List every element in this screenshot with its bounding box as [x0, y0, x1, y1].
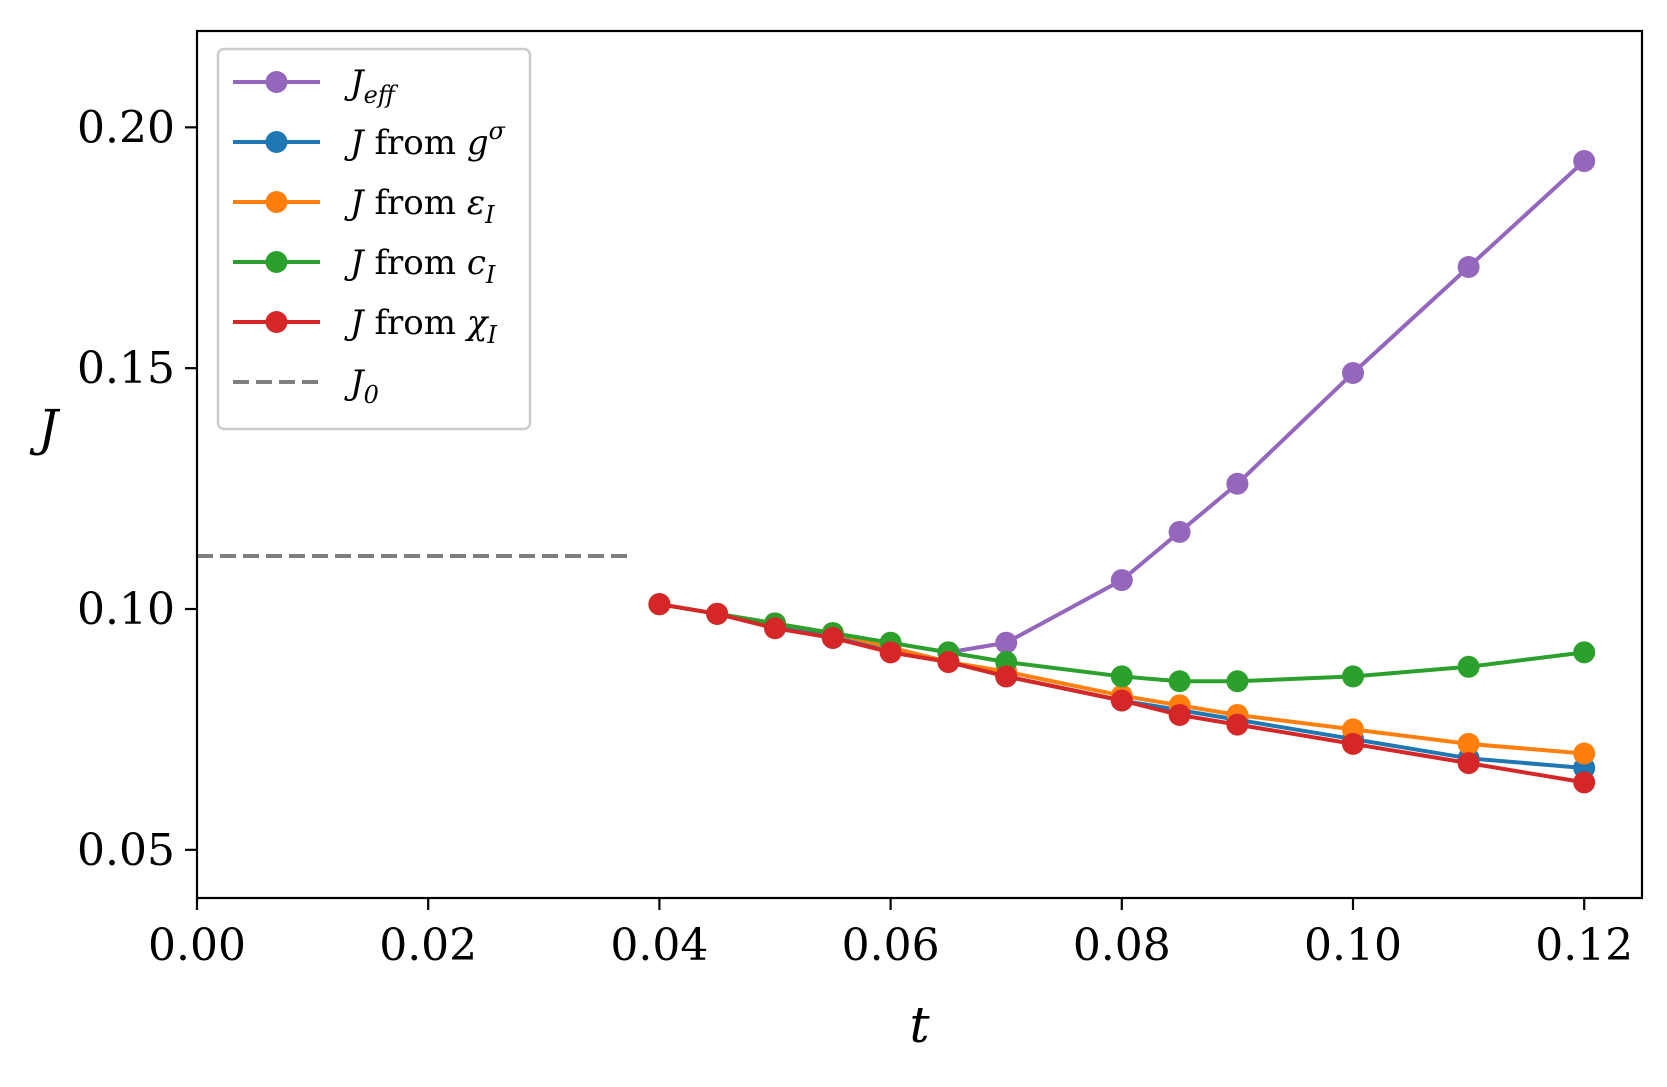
legend-label: J from gσ	[344, 117, 506, 163]
data-point	[821, 626, 844, 649]
data-point	[1168, 520, 1191, 543]
x-tick-label: 0.10	[1304, 920, 1402, 971]
legend-from-text: from	[364, 183, 467, 223]
data-point	[1110, 665, 1133, 688]
data-point	[706, 602, 729, 625]
legend-main-symbol: J	[344, 183, 366, 223]
series-j-from-i	[648, 593, 1596, 794]
data-point	[1342, 732, 1364, 755]
data-point	[1168, 703, 1191, 726]
data-point	[1457, 655, 1480, 678]
data-point	[1573, 641, 1596, 664]
x-tick-label: 0.08	[1073, 920, 1171, 971]
legend-swatch-marker	[265, 311, 288, 333]
x-tick-label: 0.02	[379, 920, 477, 971]
legend-main-symbol: J	[344, 363, 366, 403]
data-point	[1342, 665, 1364, 688]
series-line	[948, 159, 1586, 655]
legend-swatch-marker	[265, 131, 288, 153]
data-point	[1168, 670, 1191, 693]
data-point	[1457, 256, 1480, 279]
legend-main-symbol: J	[344, 303, 366, 343]
data-point	[1573, 742, 1596, 765]
legend-variable: c	[467, 243, 486, 283]
legend-label: J from εI	[344, 183, 495, 229]
legend-main-symbol: J	[344, 63, 366, 103]
data-point	[879, 641, 902, 664]
legend-item: J from cI	[233, 243, 496, 289]
plot-area	[197, 150, 1596, 794]
data-point	[937, 650, 960, 673]
data-point	[1573, 771, 1596, 794]
legend-subscript: I	[485, 261, 496, 289]
legend-subscript: eff	[364, 81, 399, 109]
y-tick-label: 0.05	[77, 825, 175, 876]
legend-label: J0	[344, 363, 379, 409]
legend-variable: ε	[467, 183, 485, 223]
legend-from-text: from	[364, 123, 467, 163]
y-tick-label: 0.15	[77, 343, 175, 394]
legend-subscript: 0	[364, 381, 379, 409]
series-j-eff	[937, 150, 1596, 664]
legend-item: J0	[233, 363, 379, 409]
data-point	[1110, 569, 1133, 592]
legend-item: Jeff	[233, 63, 399, 109]
x-axis-ticks: 0.00 0.02 0.04 0.06 0.08 0.10 0.12	[148, 898, 1633, 971]
legend-swatch-marker	[265, 71, 288, 93]
legend-swatch-marker	[265, 251, 288, 273]
legend-main-symbol: J	[344, 243, 366, 283]
data-point	[1110, 689, 1133, 712]
x-tick-label: 0.04	[610, 920, 708, 971]
data-point	[1457, 752, 1480, 775]
legend-variable: g	[467, 123, 489, 163]
data-point	[1226, 472, 1249, 495]
legend-label: J from χI	[344, 303, 497, 349]
data-point	[1573, 150, 1596, 173]
data-point	[1226, 713, 1249, 736]
x-tick-label: 0.06	[842, 920, 940, 971]
legend-subscript: I	[484, 201, 495, 229]
axes-frame	[195, 29, 1644, 900]
x-tick-label: 0.00	[148, 920, 246, 971]
legend-superscript: σ	[489, 117, 506, 145]
legend-variable: χ	[465, 303, 490, 343]
y-axis-label: J	[29, 399, 61, 457]
legend-swatch-marker	[265, 191, 288, 213]
legend-item: J from χI	[233, 303, 497, 349]
data-point	[648, 593, 671, 616]
legend-from-text: from	[364, 243, 467, 283]
data-point	[764, 617, 786, 640]
legend-from-text: from	[364, 303, 467, 343]
y-tick-label: 0.10	[77, 584, 175, 635]
y-tick-label: 0.20	[77, 102, 175, 153]
data-point	[995, 631, 1018, 654]
legend-label: Jeff	[344, 63, 399, 109]
data-point	[995, 665, 1018, 688]
y-axis-ticks: 0.05 0.10 0.15 0.20	[77, 102, 197, 876]
data-point	[1342, 361, 1364, 384]
legend-main-symbol: J	[344, 123, 366, 163]
x-axis-label: t	[909, 996, 930, 1054]
x-tick-label: 0.12	[1535, 920, 1633, 971]
legend-label: J from cI	[344, 243, 496, 289]
legend-item: J from gσ	[233, 117, 506, 163]
legend-subscript: I	[486, 321, 497, 349]
data-point	[1457, 732, 1480, 755]
data-point	[1226, 670, 1249, 693]
legend-item: J from εI	[233, 183, 495, 229]
series-j-from-c-i	[648, 593, 1596, 693]
